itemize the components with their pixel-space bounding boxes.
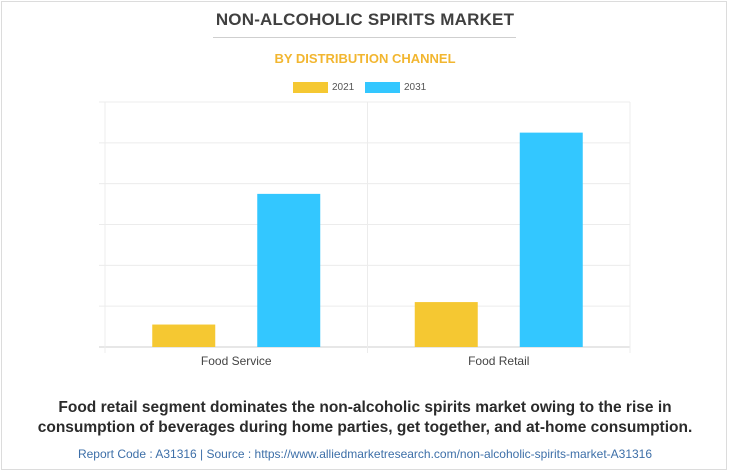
legend-swatch-2031 — [365, 81, 400, 93]
legend-label-2021: 2021 — [332, 81, 355, 93]
chart-subtitle: BY DISTRIBUTION CHANNEL — [274, 51, 456, 66]
legend: 2021 2031 — [0, 80, 730, 94]
legend-item-2031: 2031 — [365, 80, 426, 94]
caption-line-2: consumption of beverages during home par… — [37, 419, 693, 436]
chart-title: NON-ALCOHOLIC SPIRITS MARKET — [215, 10, 515, 29]
bar-2031-food-service — [257, 193, 321, 347]
bar-2021-food-retail — [414, 302, 478, 347]
source-line: Report Code : A31316 | Source : https://… — [77, 447, 653, 461]
x-tick-label: Food Retail — [468, 354, 529, 368]
legend-label-2031: 2031 — [404, 81, 427, 93]
legend-item-2021: 2021 — [293, 80, 354, 94]
chart-caption: Food retail segment dominates the non-al… — [0, 398, 730, 438]
bar-2031-food-retail — [519, 132, 583, 347]
bar-2021-food-service — [152, 324, 216, 347]
caption-line-1: Food retail segment dominates the non-al… — [58, 399, 672, 416]
x-tick-label: Food Service — [201, 354, 272, 368]
title-divider — [213, 37, 516, 38]
legend-swatch-2021 — [293, 81, 328, 93]
